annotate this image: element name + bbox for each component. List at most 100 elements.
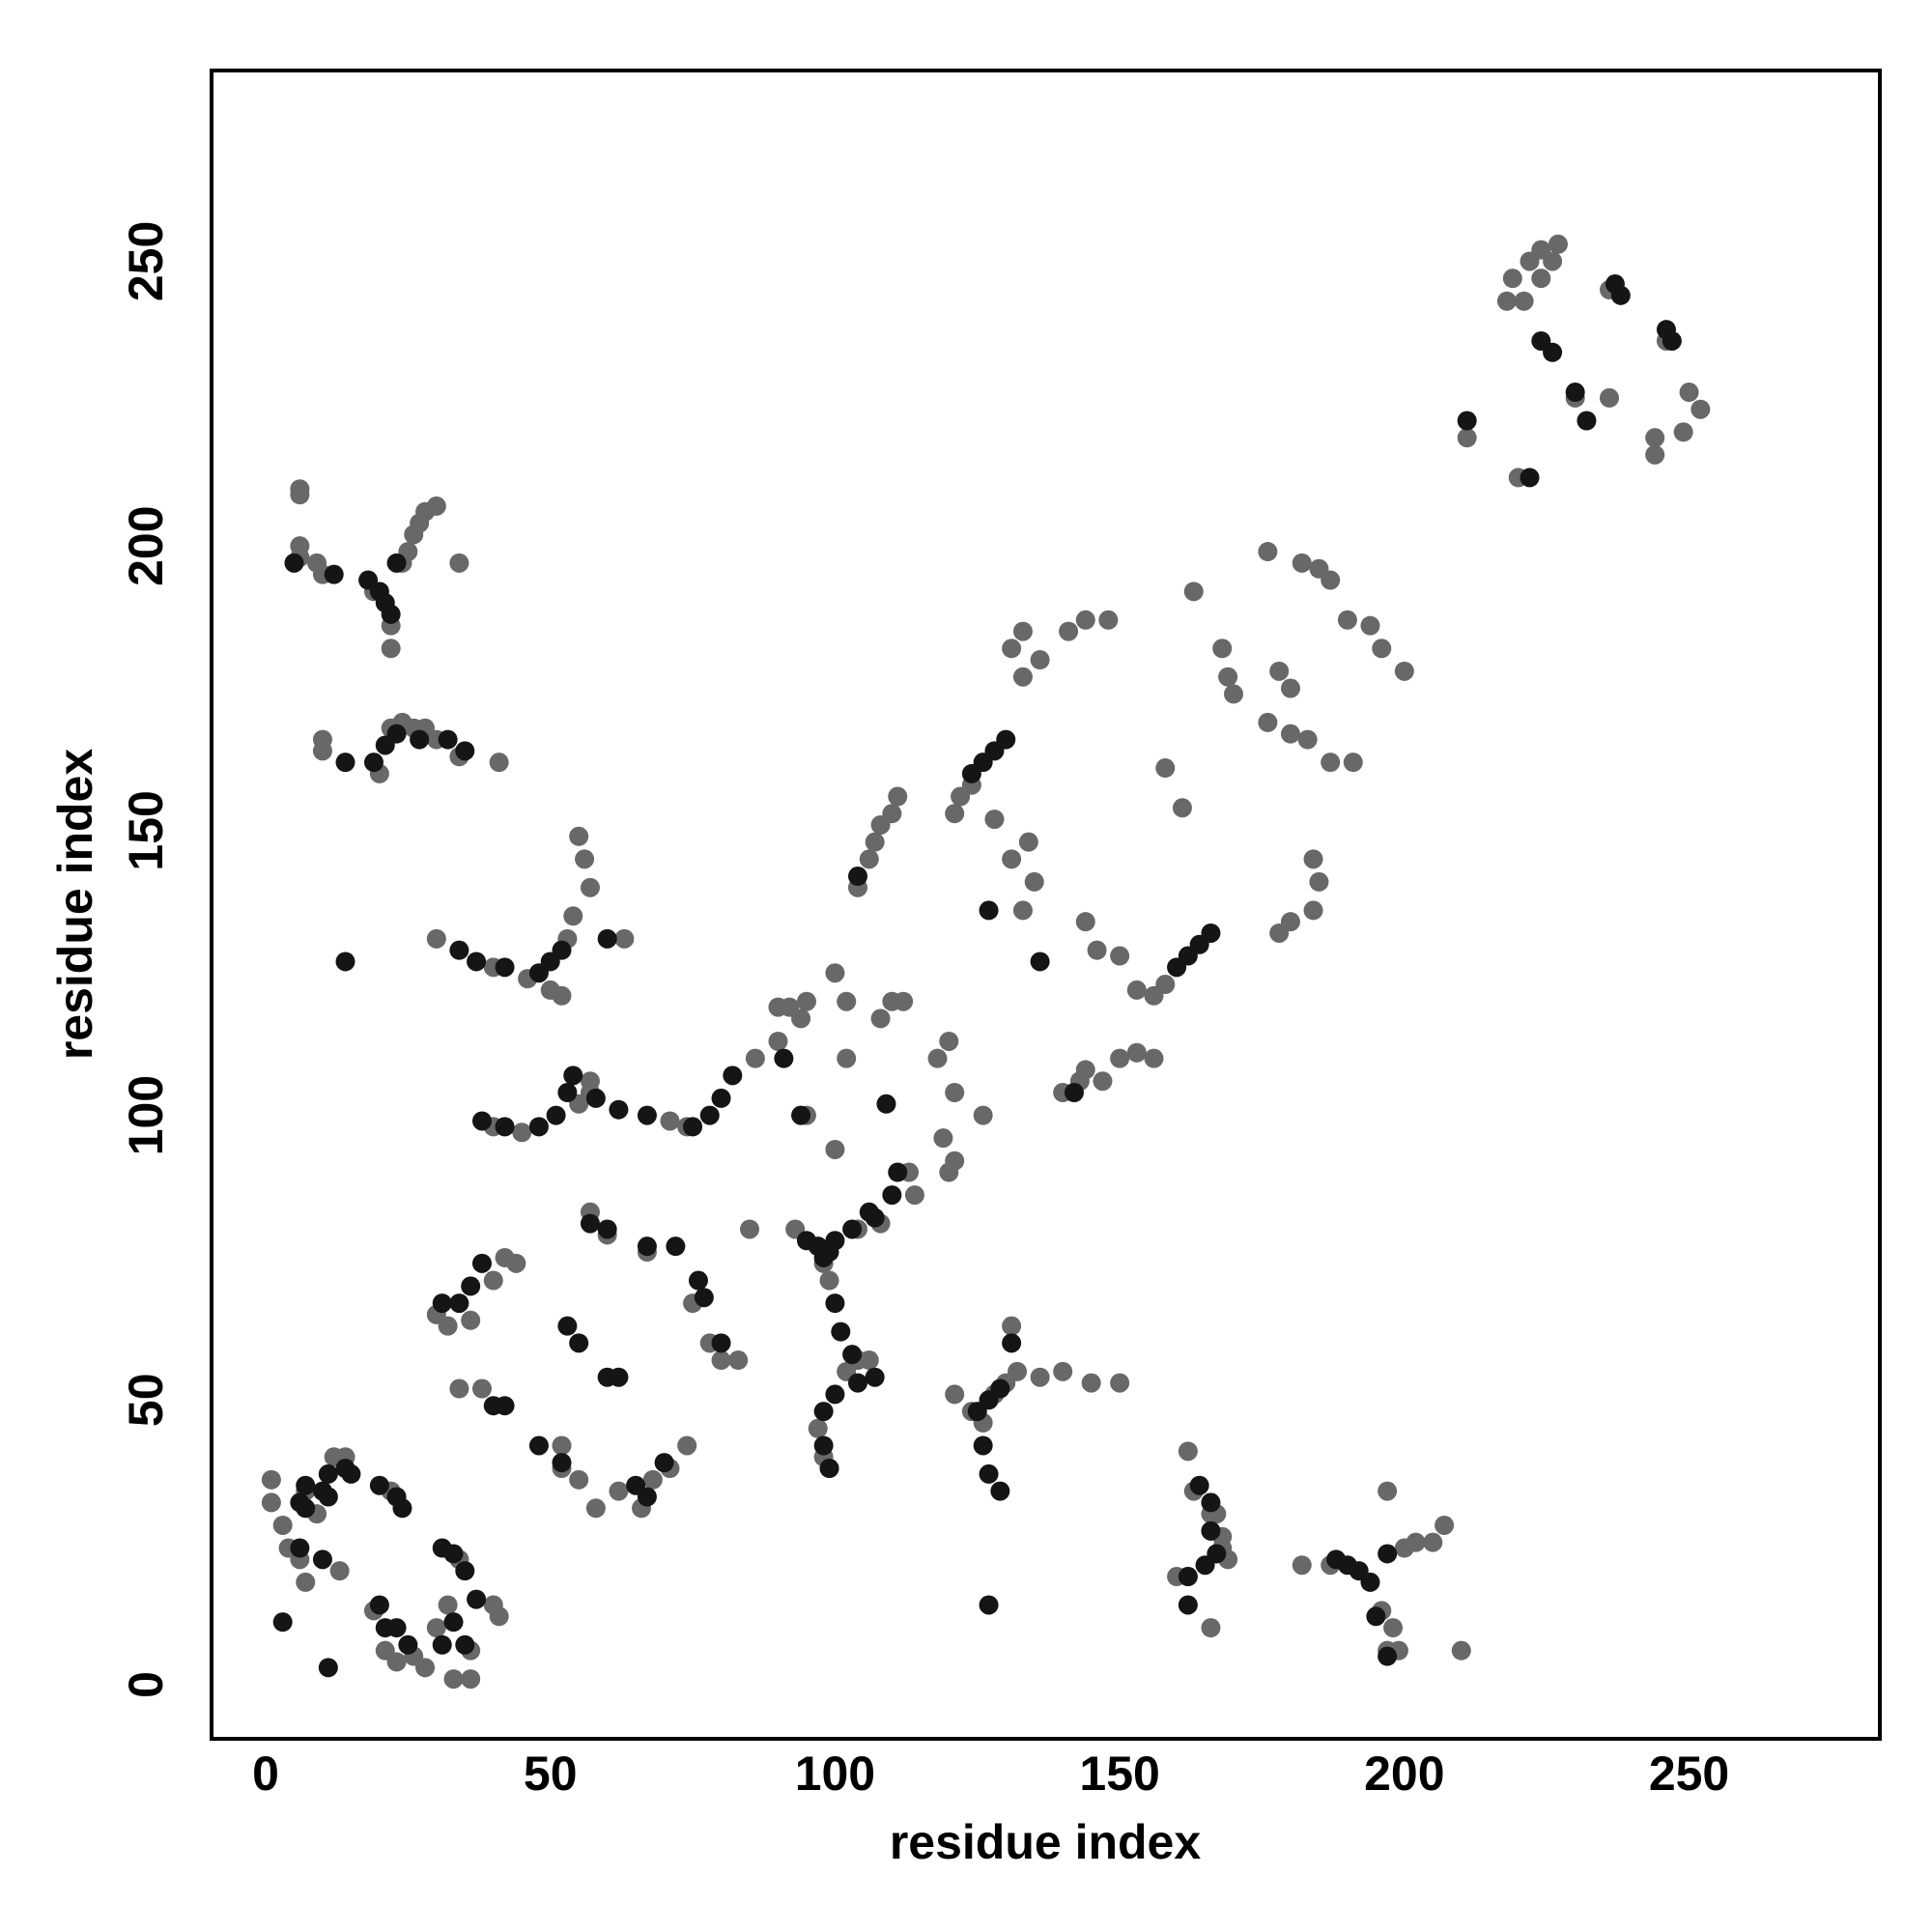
scatter-point bbox=[1012, 621, 1033, 641]
scatter-point bbox=[438, 729, 458, 750]
scatter-point bbox=[471, 1253, 492, 1273]
scatter-point bbox=[1155, 975, 1176, 995]
scatter-point bbox=[1201, 1492, 1221, 1513]
scatter-point bbox=[1435, 1515, 1455, 1535]
scatter-point bbox=[1673, 422, 1693, 442]
scatter-point bbox=[1423, 1532, 1443, 1552]
scatter-point bbox=[312, 1481, 332, 1501]
scatter-point bbox=[847, 867, 867, 887]
scatter-point bbox=[831, 1321, 851, 1342]
scatter-point bbox=[1645, 428, 1665, 448]
scatter-point bbox=[467, 1589, 487, 1609]
scatter-point bbox=[449, 940, 469, 960]
scatter-point bbox=[819, 1270, 839, 1291]
scatter-point bbox=[483, 1270, 503, 1291]
scatter-point bbox=[745, 1048, 765, 1068]
scatter-point bbox=[688, 1270, 708, 1291]
scatter-point bbox=[699, 1105, 720, 1125]
scatter-point bbox=[546, 1105, 566, 1125]
scatter-point bbox=[825, 1139, 845, 1159]
scatter-point bbox=[927, 1048, 948, 1068]
scatter-point bbox=[979, 900, 999, 921]
scatter-point bbox=[471, 1111, 492, 1131]
scatter-point bbox=[1110, 1048, 1130, 1068]
x-tick-label: 250 bbox=[1649, 1747, 1729, 1801]
scatter-point bbox=[1030, 1367, 1050, 1387]
scatter-point bbox=[1189, 1475, 1209, 1495]
scatter-point bbox=[1093, 1071, 1113, 1092]
x-tick-label: 50 bbox=[524, 1747, 578, 1801]
scatter-point bbox=[859, 849, 879, 869]
scatter-point bbox=[449, 1378, 469, 1399]
scatter-point bbox=[728, 1350, 749, 1371]
scatter-point bbox=[1297, 729, 1318, 750]
scatter-point bbox=[443, 1544, 464, 1564]
scatter-point bbox=[386, 724, 407, 744]
scatter-point bbox=[324, 564, 344, 584]
scatter-point bbox=[842, 1345, 863, 1365]
scatter-point bbox=[272, 1612, 293, 1633]
scatter-point bbox=[847, 1373, 867, 1393]
scatter-point bbox=[381, 604, 401, 624]
scatter-point bbox=[552, 985, 572, 1006]
scatter-point bbox=[1075, 912, 1095, 932]
scatter-point bbox=[528, 1117, 549, 1137]
scatter-point bbox=[449, 1293, 469, 1314]
scatter-point bbox=[335, 753, 355, 773]
scatter-point bbox=[825, 963, 845, 983]
scatter-point bbox=[1610, 285, 1631, 305]
y-tick-label: 200 bbox=[119, 505, 173, 585]
scatter-point bbox=[774, 1048, 794, 1068]
scatter-point bbox=[1309, 871, 1329, 892]
scatter-point bbox=[1280, 678, 1300, 698]
scatter-point bbox=[865, 832, 885, 852]
scatter-point bbox=[1360, 615, 1380, 636]
scatter-point bbox=[1002, 849, 1022, 869]
x-tick-label: 200 bbox=[1364, 1747, 1444, 1801]
scatter-point bbox=[1292, 553, 1312, 573]
scatter-point bbox=[1098, 610, 1119, 630]
scatter-point bbox=[1645, 444, 1665, 465]
scatter-point bbox=[329, 1561, 350, 1581]
y-tick-label: 250 bbox=[119, 221, 173, 301]
scatter-point bbox=[1543, 342, 1563, 362]
scatter-point bbox=[666, 1236, 686, 1257]
scatter-point bbox=[489, 753, 509, 773]
scatter-point bbox=[386, 1652, 407, 1672]
scatter-point bbox=[318, 1463, 338, 1484]
scatter-point bbox=[585, 1088, 606, 1108]
scatter-point bbox=[512, 1122, 532, 1143]
scatter-point bbox=[506, 1253, 526, 1273]
scatter-point bbox=[410, 729, 430, 750]
scatter-point bbox=[979, 1463, 999, 1484]
scatter-point bbox=[552, 940, 572, 960]
scatter-point bbox=[1531, 269, 1551, 289]
x-tick-label: 0 bbox=[252, 1747, 279, 1801]
scatter-point bbox=[1024, 871, 1044, 892]
scatter-point bbox=[569, 1333, 589, 1353]
scatter-point bbox=[1383, 1618, 1404, 1638]
scatter-point bbox=[768, 1031, 788, 1051]
scatter-point bbox=[296, 1475, 316, 1495]
scatter-point bbox=[1600, 387, 1620, 408]
scatter-point bbox=[825, 1384, 845, 1405]
scatter-point bbox=[1292, 1555, 1312, 1576]
scatter-point bbox=[1059, 621, 1079, 641]
scatter-point bbox=[363, 753, 384, 773]
scatter-point bbox=[1012, 900, 1033, 921]
scatter-point bbox=[585, 1498, 606, 1519]
scatter-point bbox=[461, 1276, 481, 1296]
scatter-point bbox=[984, 810, 1005, 830]
scatter-point bbox=[1366, 1606, 1386, 1627]
scatter-point bbox=[637, 1236, 657, 1257]
scatter-point bbox=[979, 1595, 999, 1615]
scatter-point bbox=[398, 1634, 418, 1655]
scatter-point bbox=[996, 729, 1016, 750]
scatter-point bbox=[557, 1316, 578, 1336]
scatter-point bbox=[1126, 980, 1147, 1000]
scatter-point bbox=[813, 1402, 834, 1422]
scatter-point bbox=[415, 1658, 436, 1678]
scatter-point bbox=[461, 1310, 481, 1330]
